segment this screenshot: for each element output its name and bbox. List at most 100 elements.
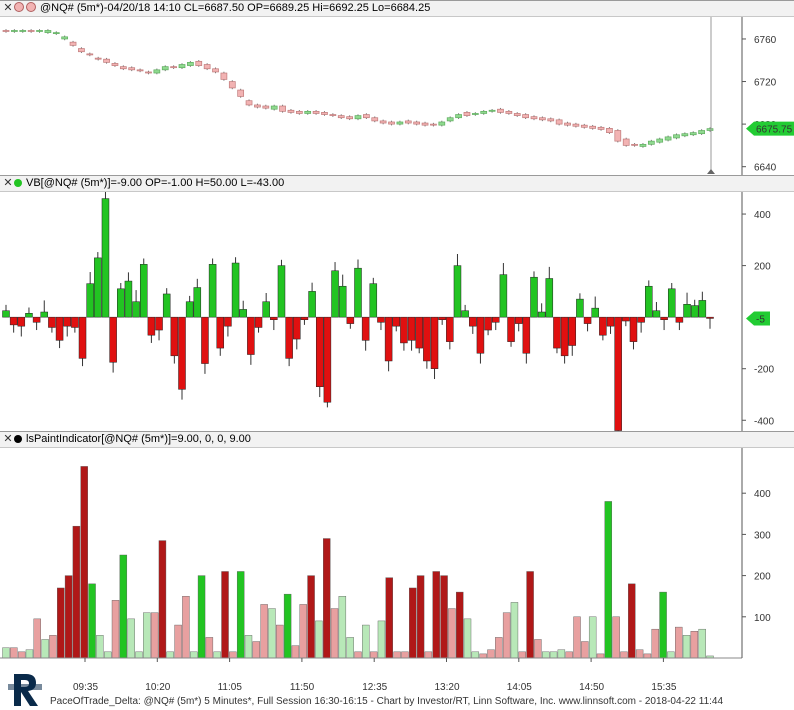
vb-bar [591,307,599,318]
candle [564,122,571,126]
candle [656,138,664,143]
vb-bar [407,316,416,341]
candle [337,115,345,119]
vb-bar [193,287,202,318]
candle [363,114,370,119]
paint-bar [315,620,323,659]
paint-panel: ✕ lsPaintIndicator[@NQ# (5m*)]=9.00, 0, 0… [0,431,794,695]
close-panel-icon[interactable]: ✕ [3,2,13,14]
paint-bar [369,651,378,659]
paint-bar [127,618,135,659]
vb-bar [94,257,102,318]
paint-bar [565,651,573,659]
candle [471,113,479,115]
close-panel-icon[interactable]: ✕ [3,177,13,189]
candle [388,121,395,125]
candle [2,30,10,32]
close-panel-icon[interactable]: ✕ [3,433,13,445]
candle [346,116,353,120]
candle [136,69,144,72]
candle [52,32,60,34]
candle [404,120,412,124]
vb-bar [354,267,362,318]
paint-bar [276,624,284,659]
paint-bar [236,571,245,659]
paint-bar [57,587,65,659]
paint-bar [682,635,691,659]
vb-bar [315,316,324,388]
candle [270,105,278,110]
candle [279,105,286,112]
candle [547,118,555,122]
paint-bar [526,571,534,659]
paint-bar [197,575,206,659]
candle [597,126,605,130]
paint-bar [518,651,526,659]
candle [128,67,136,71]
candle [321,112,328,115]
vb-bar [675,316,684,323]
candle [170,66,177,69]
paint-bar [252,641,261,659]
paint-bar [150,612,159,659]
paint-bar [25,649,34,659]
vb-bar [270,316,278,320]
vb-bar [346,316,355,324]
paint-bar [424,651,433,659]
vb-bar [537,311,546,318]
vb-bar [484,316,492,331]
vb-bar [637,316,645,323]
candle [379,120,387,124]
candle [430,123,437,126]
candle [94,57,102,60]
candle [446,117,454,122]
vb-bar [185,301,194,318]
vb-bar [629,316,638,342]
paint-bar [354,651,362,659]
x-tick-label: 11:05 [218,682,243,693]
indicator-legend-icon [14,435,22,443]
paint-bar [166,651,174,659]
paint-bar [510,602,519,659]
vb-bar [514,316,523,324]
vb-chart[interactable]: 400 200 -200 -400 -5 [0,192,794,432]
paint-bar [182,595,190,659]
vb-bar [698,300,707,318]
vb-bar [162,293,171,318]
vb-bar [331,270,339,318]
paint-bar [643,653,652,659]
price-chart[interactable]: 67606720668066406675.75 [0,17,794,176]
paint-bar [377,620,386,659]
candle [664,136,672,141]
paint-bar [502,612,511,659]
paint-bar [667,651,675,659]
vb-bar [208,264,217,318]
paint-chart[interactable]: 400 300 200 100 09:35 10:20 11:05 11:50 12:35 13:… [0,448,794,695]
candle [304,110,312,114]
vb-bar [507,316,515,342]
candle [11,30,18,32]
candle [413,121,421,125]
vb-bar [124,280,133,318]
vb-bar [438,316,446,320]
vb-bar [308,291,316,318]
vb-bar [599,316,607,336]
vb-bar [415,316,423,349]
vb-bar [645,285,653,318]
vb-bar [338,285,347,318]
candle [589,125,597,129]
candle [505,110,513,114]
paint-bar [362,624,370,659]
paint-bar [291,645,300,659]
candle [212,68,219,73]
price-panel: ✕ @NQ# (5m*)-04/20/18 14:10 CL=6687.50 OP… [0,0,794,176]
vb-bar [201,316,209,364]
candle-legend-icon [14,2,24,12]
candle [455,114,462,119]
paint-bar [581,641,589,659]
candle [237,89,245,97]
vb-bar [430,316,439,369]
candle [312,110,320,114]
candle [689,132,697,136]
paint-bar [409,587,417,659]
